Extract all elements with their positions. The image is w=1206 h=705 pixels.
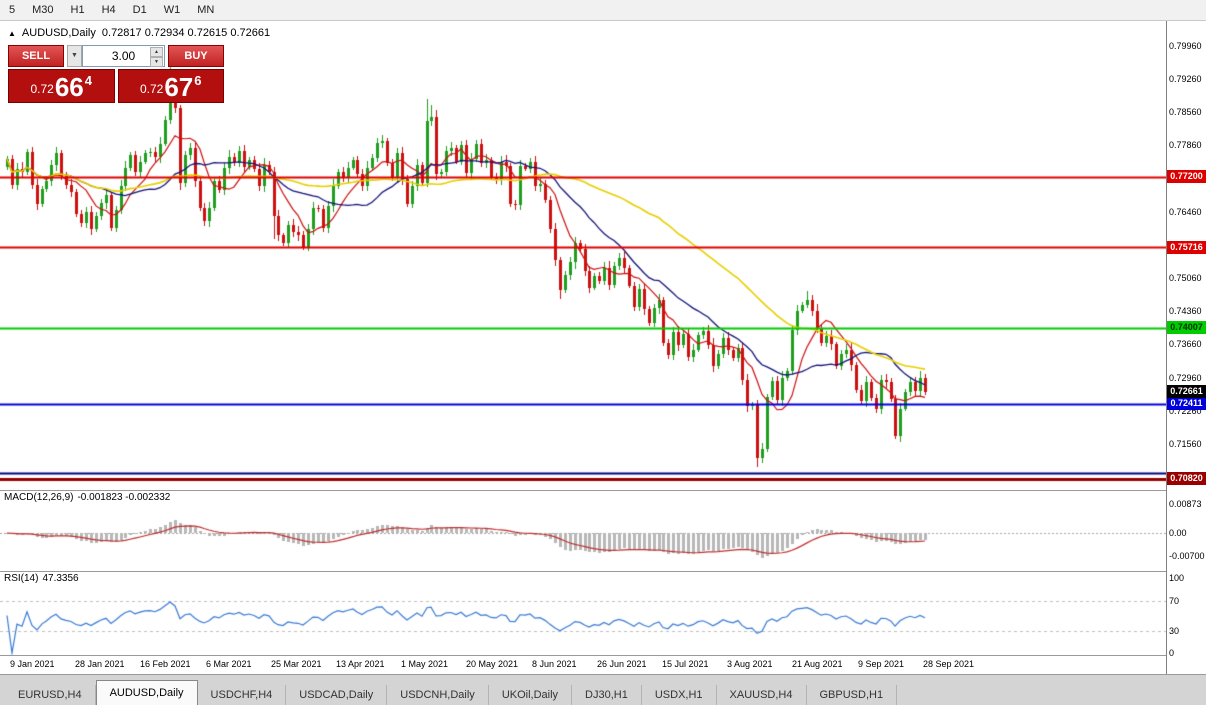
macd-label: MACD(12,26,9) -0.001823 -0.002332 [4, 492, 174, 503]
rsi-value: 47.3356 [42, 573, 79, 584]
axis-tick-label: 0.74360 [1169, 306, 1202, 317]
time-axis[interactable]: 9 Jan 2021 28 Jan 2021 16 Feb 2021 6 Mar 20… [0, 656, 1166, 674]
axis-tick-label: 30 [1169, 625, 1180, 636]
hline-price-badge: 0.75716 [1167, 241, 1206, 254]
timeframe-button-h1[interactable]: H1 [70, 4, 85, 16]
macd-panel-separator[interactable] [0, 490, 1206, 491]
timeframe-toolbar: 5 M30 H1 H4 D1 W1 MN [0, 0, 1206, 21]
hline-price-badge: 0.72411 [1167, 397, 1206, 410]
hline-price-badge: 0.70820 [1167, 472, 1206, 485]
timeframe-button-h4[interactable]: H4 [101, 4, 116, 16]
date-tick-label: 15 Jul 2021 [662, 659, 709, 669]
volume-stepper: ▲ ▼ [150, 47, 163, 67]
date-tick-label: 9 Sep 2021 [858, 659, 905, 669]
axis-tick-label: 0.78560 [1169, 107, 1202, 118]
price-chart-canvas[interactable] [0, 21, 1166, 656]
timeframe-button-mn[interactable]: MN [197, 4, 215, 16]
date-tick-label: 28 Jan 2021 [75, 659, 125, 669]
time-axis-line [0, 655, 1206, 656]
date-tick-label: 26 Jun 2021 [597, 659, 647, 669]
chart-tab-dj30-h1[interactable]: DJ30,H1 [572, 685, 642, 705]
chart-tab-usdcnh-daily[interactable]: USDCNH,Daily [387, 685, 489, 705]
chart-tab-ukoil-daily[interactable]: UKOil,Daily [489, 685, 573, 705]
rsi-panel-separator[interactable] [0, 571, 1206, 572]
date-tick-label: 20 May 2021 [466, 659, 519, 669]
axis-tick-label: 0.00873 [1169, 498, 1202, 509]
timeframe-button-d1[interactable]: D1 [132, 4, 147, 16]
buy-price-display[interactable]: 0.72 67 6 [117, 69, 224, 103]
axis-tick-label: 0.79960 [1169, 41, 1202, 51]
axis-tick-label: 0.76460 [1169, 206, 1202, 217]
sell-price-base: 0.72 [30, 82, 54, 96]
buy-price-base: 0.72 [139, 82, 164, 96]
chart-tab-audusd-daily[interactable]: AUDUSD,Daily [95, 680, 198, 705]
one-click-trading-panel: SELL ▼ 3.00 ▲ ▼ BUY 0.72 66 4 0.72 67 6 [8, 45, 224, 103]
axis-tick-label: 0.71560 [1169, 438, 1202, 449]
chart-header: ▲ AUDUSD,Daily 0.72817 0.72934 0.72615 0… [8, 27, 270, 39]
date-tick-label: 1 May 2021 [401, 659, 449, 669]
macd-name: MACD(12,26,9) [4, 492, 74, 503]
volume-increase-icon[interactable]: ▲ [150, 47, 163, 57]
chart-tab-xauusd-h4[interactable]: XAUUSD,H4 [717, 685, 807, 705]
sell-price-pips: 66 [54, 72, 84, 102]
buy-button[interactable]: BUY [168, 45, 224, 67]
buy-price-frac: 6 [194, 73, 202, 88]
volume-decrease-icon[interactable]: ▼ [150, 57, 163, 67]
sell-button[interactable]: SELL [8, 45, 64, 67]
timeframe-button-m30[interactable]: M30 [32, 4, 54, 16]
volume-value: 3.00 [111, 49, 136, 63]
axis-tick-label: 0.72960 [1169, 372, 1202, 383]
current-price-badge: 0.72661 [1167, 385, 1206, 398]
date-tick-label: 6 Mar 2021 [206, 659, 252, 669]
collapse-trade-panel-icon[interactable]: ▲ [8, 28, 16, 38]
macd-values: -0.001823 -0.002332 [77, 492, 171, 503]
date-tick-label: 8 Jun 2021 [532, 659, 577, 669]
date-tick-label: 13 Apr 2021 [336, 659, 385, 669]
sell-price-frac: 4 [84, 73, 92, 88]
chart-tab-usdx-h1[interactable]: USDX,H1 [642, 685, 717, 705]
date-tick-label: 28 Sep 2021 [923, 659, 975, 669]
price-axis[interactable]: 0.799600.792600.785600.778600.771600.764… [1166, 21, 1206, 674]
rsi-name: RSI(14) [4, 573, 39, 584]
axis-tick-label: 100 [1169, 573, 1185, 583]
date-tick-label: 16 Feb 2021 [140, 659, 191, 669]
axis-tick-label: 0.75060 [1169, 273, 1202, 284]
date-tick-label: 9 Jan 2021 [10, 659, 55, 669]
axis-tick-label: 0 [1169, 648, 1175, 658]
chart-tab-usdchf-h4[interactable]: USDCHF,H4 [198, 685, 287, 705]
chart-tab-usdcad-daily[interactable]: USDCAD,Daily [286, 685, 388, 705]
chart-tab-eurusd-h4[interactable]: EURUSD,H4 [5, 685, 96, 705]
rsi-label: RSI(14) 47.3356 [4, 573, 83, 584]
hline-price-badge: 0.77200 [1167, 170, 1206, 183]
chart-tab-bar: EURUSD,H4 AUDUSD,Daily USDCHF,H4 USDCAD,Dai… [0, 674, 1206, 705]
volume-dropdown-icon[interactable]: ▼ [67, 45, 82, 67]
axis-tick-label: 0.00 [1169, 528, 1187, 538]
axis-tick-label: 0.72260 [1169, 405, 1202, 416]
chart-tab-gbpusd-h1[interactable]: GBPUSD,H1 [807, 685, 898, 705]
date-tick-label: 25 Mar 2021 [271, 659, 322, 669]
timeframe-button-5[interactable]: 5 [9, 4, 16, 16]
date-tick-label: 3 Aug 2021 [727, 659, 773, 669]
axis-tick-label: 0.79260 [1169, 74, 1202, 85]
date-tick-label: 21 Aug 2021 [792, 659, 843, 669]
chart-symbol-label: AUDUSD,Daily [21, 27, 96, 39]
hline-price-badge: 0.74007 [1167, 321, 1206, 334]
axis-tick-label: 0.73660 [1169, 339, 1202, 350]
chart-ohlc-values: 0.72817 0.72934 0.72615 0.72661 [101, 27, 271, 39]
timeframe-button-w1[interactable]: W1 [163, 4, 181, 16]
axis-tick-label: -0.00700 [1169, 551, 1205, 562]
volume-input[interactable]: 3.00 ▲ ▼ [82, 45, 165, 67]
axis-tick-label: 70 [1169, 595, 1180, 606]
buy-price-pips: 67 [164, 72, 194, 102]
axis-tick-label: 0.77860 [1169, 140, 1202, 151]
sell-price-display[interactable]: 0.72 66 4 [8, 69, 115, 103]
